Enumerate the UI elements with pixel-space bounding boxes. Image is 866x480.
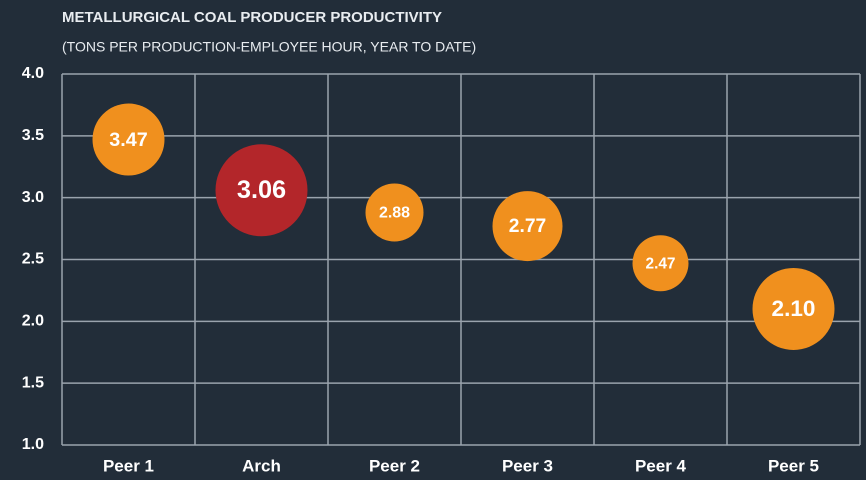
y-tick-label: 2.5 (22, 251, 44, 268)
bubble (752, 267, 835, 350)
data-label: 2.88 (379, 205, 410, 222)
data-label: 2.10 (772, 296, 816, 321)
bubble (92, 103, 165, 176)
y-tick-label: 1.5 (22, 374, 44, 391)
chart-subtitle: (TONS PER PRODUCTION-EMPLOYEE HOUR, YEAR… (62, 39, 476, 55)
data-label: 2.47 (646, 255, 676, 272)
data-label: 3.47 (109, 129, 148, 151)
y-tick-label: 3.5 (22, 127, 44, 144)
bubble (215, 144, 308, 237)
x-tick-label: Peer 2 (369, 456, 420, 475)
bubble (632, 235, 689, 292)
x-tick-label: Peer 3 (502, 456, 553, 475)
bubble (365, 183, 424, 242)
x-tick-label: Peer 5 (768, 456, 819, 475)
y-tick-label: 3.0 (22, 189, 44, 206)
y-tick-label: 4.0 (22, 65, 44, 82)
x-tick-label: Peer 4 (635, 456, 687, 475)
data-label: 3.06 (237, 176, 286, 204)
bubble (492, 191, 563, 262)
x-tick-label: Peer 1 (103, 456, 154, 475)
data-label: 2.77 (509, 216, 546, 237)
y-tick-label: 2.0 (22, 313, 44, 330)
y-tick-label: 1.0 (22, 436, 44, 453)
x-tick-label: Arch (242, 456, 281, 475)
chart-title: METALLURGICAL COAL PRODUCER PRODUCTIVITY (62, 9, 442, 26)
